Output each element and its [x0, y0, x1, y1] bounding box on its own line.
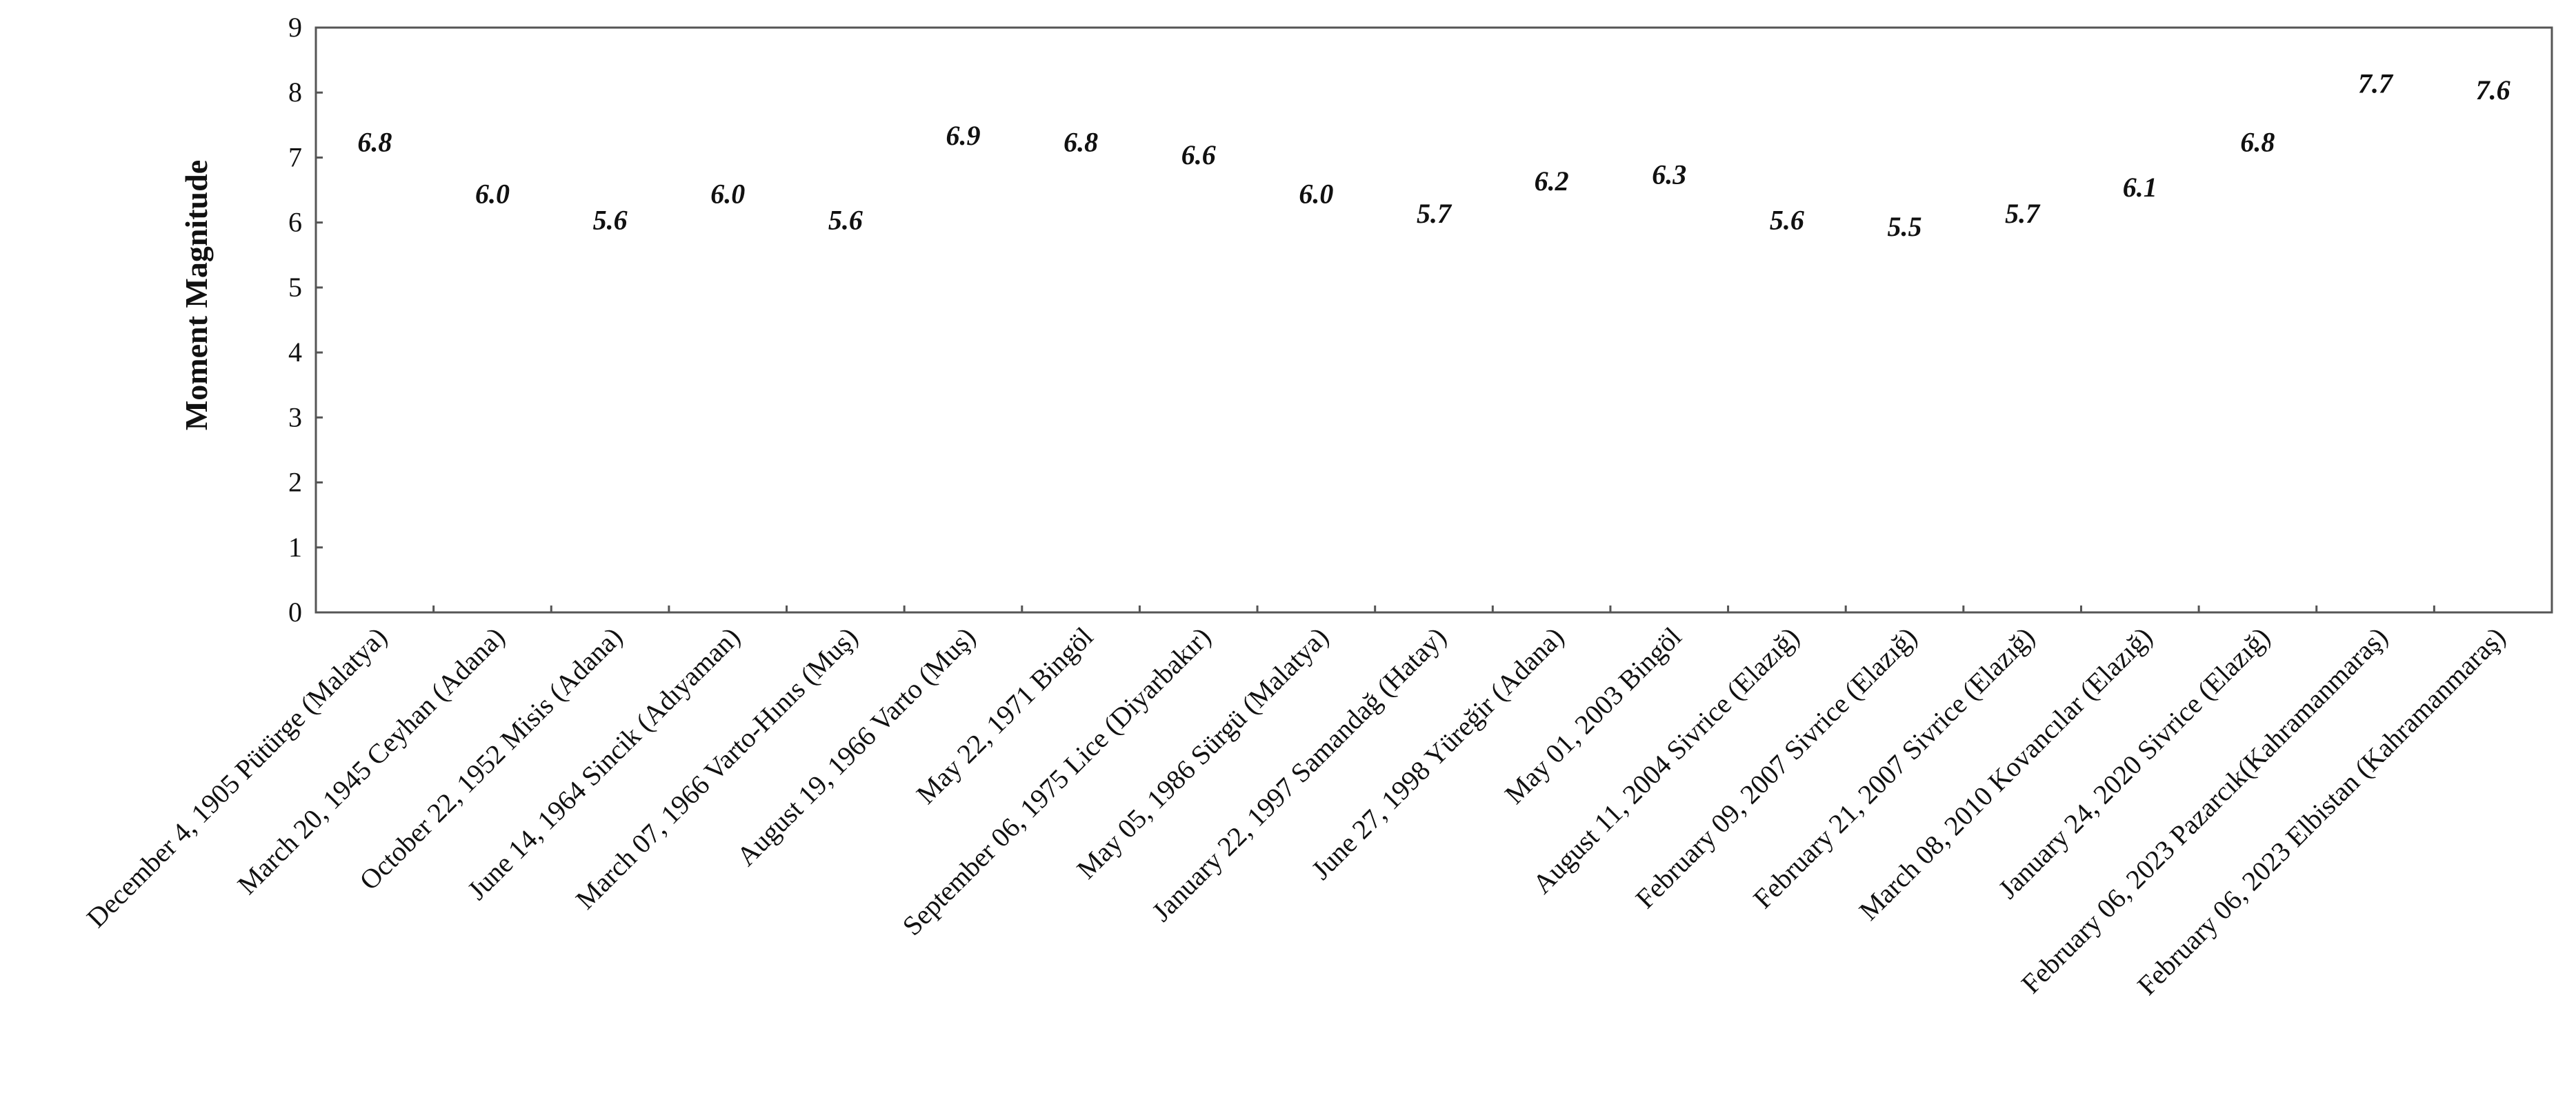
x-category-label: May 05, 1986 Sürgü (Malatya) — [1070, 621, 1334, 885]
bar-value-label: 6.0 — [710, 179, 745, 210]
plot-frame — [314, 26, 2553, 614]
axes — [314, 26, 2553, 614]
bar-value-label: 6.8 — [1064, 126, 1098, 157]
y-tick-label: 6 — [288, 207, 302, 238]
bar-value-label: 6.0 — [1299, 179, 1333, 210]
y-tick-label: 8 — [288, 77, 302, 108]
y-axis-title: Moment Magnitude — [179, 160, 214, 430]
bar-value-label: 5.6 — [593, 204, 628, 235]
y-tick-label: 4 — [288, 337, 302, 368]
bar-value-label: 7.7 — [2358, 68, 2394, 99]
bar-value-label: 5.7 — [2005, 198, 2041, 229]
bar-value-label: 6.6 — [1181, 139, 1216, 170]
y-tick-label: 7 — [288, 141, 302, 172]
bar-value-label: 6.0 — [475, 179, 510, 210]
x-category-label: June 27, 1998 Yüreğir (Adana) — [1306, 621, 1570, 885]
bar-value-label: 6.3 — [1652, 159, 1686, 190]
x-category-label: August 19, 1966 Varto (Muş) — [730, 621, 981, 872]
y-tick-label: 1 — [288, 532, 302, 563]
y-tick-labels: 0 1 2 3 4 5 6 7 8 9 — [288, 12, 302, 628]
value-labels: 6.8 6.0 5.6 6.0 5.6 6.9 6.8 6.6 6.0 5.7 6.2 6.3 5.6 5… — [357, 68, 2510, 241]
bar-value-label: 5.6 — [828, 204, 863, 235]
bar-value-label: 6.8 — [2240, 126, 2275, 157]
y-tick-label: 5 — [288, 272, 302, 303]
bar-value-label: 6.1 — [2123, 172, 2157, 203]
bar-value-label: 5.5 — [1888, 211, 1922, 242]
bar-value-label: 5.6 — [1770, 204, 1804, 235]
y-tick-label: 0 — [288, 597, 302, 628]
y-tick-label: 9 — [288, 12, 302, 43]
bar-value-label: 6.9 — [946, 120, 980, 151]
y-tick-label: 2 — [288, 467, 302, 498]
bar-value-label: 5.7 — [1417, 198, 1452, 229]
y-tick-label: 3 — [288, 401, 302, 432]
bar-value-label: 6.2 — [1535, 166, 1569, 197]
x-category-labels: December 4, 1905 Pütürge (Malatya)March … — [81, 621, 2511, 1001]
bar-value-label: 7.6 — [2476, 74, 2510, 106]
bar-value-label: 6.8 — [357, 126, 392, 157]
